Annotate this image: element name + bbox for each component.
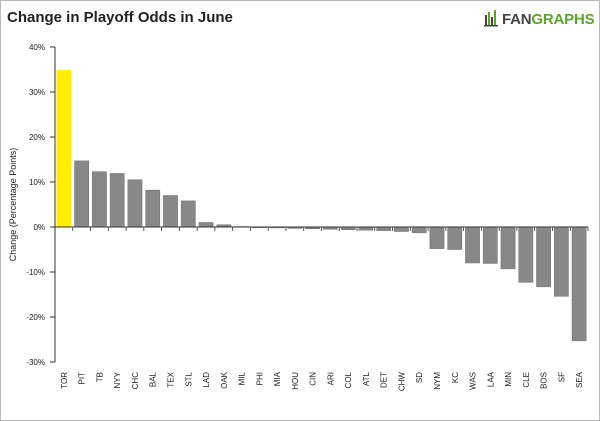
bar-kc (447, 226, 463, 250)
x-tick-label: TOR (60, 372, 69, 389)
bar-tex (163, 195, 178, 228)
x-tick-label: ARI (326, 372, 335, 385)
x-tick-label: DET (380, 372, 389, 388)
x-tick-label: KC (451, 372, 460, 383)
x-tick-label: MIN (504, 372, 513, 387)
x-tick-label: NYY (113, 371, 122, 388)
x-tick-label: PIT (78, 372, 87, 385)
bar-det (376, 226, 392, 231)
y-tick-label: -10% (26, 268, 45, 277)
bar-stl (180, 200, 196, 228)
y-tick-label: 20% (29, 133, 45, 142)
bar-bal (145, 189, 161, 228)
bars (56, 70, 587, 342)
x-tick-label: CLE (522, 372, 531, 388)
x-tick-label: HOU (291, 372, 300, 390)
x-tick-label: MIL (238, 371, 247, 385)
x-tick-label: BOS (540, 372, 549, 389)
y-axis-label-group: Change (Percentage Points) (8, 148, 18, 262)
x-tick-label: TB (95, 372, 104, 382)
x-tick-label: WAS (469, 372, 478, 390)
bar-min (500, 226, 516, 270)
bar-nym (429, 226, 445, 249)
x-tick-label: COL (344, 371, 353, 388)
fangraphs-logo: FANGRAPHS (484, 9, 595, 29)
logo-wordmark: FANGRAPHS (502, 10, 595, 28)
x-tick-label: CHW (397, 372, 406, 392)
bar-nyy (109, 173, 125, 228)
bar-chw (394, 226, 409, 232)
chart-title: Change in Playoff Odds in June (7, 9, 233, 26)
x-axis-ticks: TOR PIT TB NYY CHC BAL TEX STL LAD OAK MIL PHI MIA HO… (60, 227, 589, 392)
y-tick-label: 0% (33, 223, 45, 232)
y-tick-label: 30% (29, 88, 45, 97)
x-tick-label: BAL (149, 371, 158, 387)
bar-sd (411, 226, 427, 234)
bar-sea (571, 226, 587, 342)
y-axis-label: Change (Percentage Points) (8, 148, 18, 262)
x-tick-label: NYM (433, 372, 442, 390)
bar-sf (553, 226, 569, 297)
bar-lad (198, 222, 214, 228)
bar-pit (74, 160, 90, 228)
y-tick-label: -20% (26, 313, 45, 322)
x-tick-label: ATL (362, 371, 371, 386)
x-tick-label: SD (415, 372, 424, 383)
y-axis-ticks: -30% -20% -10% 0% 10% 20% 30% 40% (26, 43, 55, 367)
x-tick-label: OAK (220, 371, 229, 389)
x-tick-label: SF (557, 372, 566, 382)
bar-bos (536, 226, 551, 288)
x-tick-label: STL (184, 371, 193, 386)
bar-was (465, 226, 480, 264)
logo-fan-text: FAN (502, 10, 532, 28)
fangraphs-logo-icon (484, 10, 498, 27)
y-tick-label: 10% (29, 178, 45, 187)
x-tick-label: MIA (273, 371, 282, 386)
x-tick-label: CIN (309, 372, 318, 386)
bar-cle (518, 226, 534, 283)
x-tick-label: PHI (255, 372, 264, 385)
bar-tor (56, 70, 72, 228)
x-tick-label: CHC (131, 372, 140, 390)
x-tick-label: SEA (575, 371, 584, 388)
bar-laa (482, 226, 498, 264)
bar-tb (92, 171, 107, 228)
y-tick-label: -30% (26, 358, 45, 367)
logo-graphs-text: GRAPHS (531, 10, 595, 28)
x-tick-label: TEX (166, 371, 175, 387)
y-tick-label: 40% (29, 43, 45, 52)
x-tick-label: LAA (486, 371, 495, 387)
bar-chc (127, 179, 143, 228)
x-tick-label: LAD (202, 372, 211, 388)
